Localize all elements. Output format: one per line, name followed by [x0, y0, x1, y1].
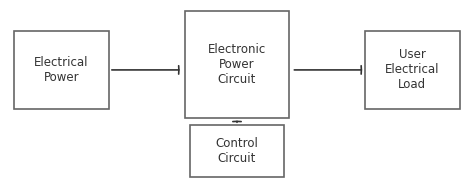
Text: Electronic
Power
Circuit: Electronic Power Circuit — [208, 43, 266, 86]
Bar — [14, 31, 109, 109]
Bar — [185, 11, 289, 118]
Text: User
Electrical
Load: User Electrical Load — [385, 48, 439, 91]
Bar — [365, 31, 460, 109]
Text: Control
Circuit: Control Circuit — [216, 137, 258, 165]
Bar — [190, 125, 284, 177]
Text: Electrical
Power: Electrical Power — [35, 56, 89, 84]
